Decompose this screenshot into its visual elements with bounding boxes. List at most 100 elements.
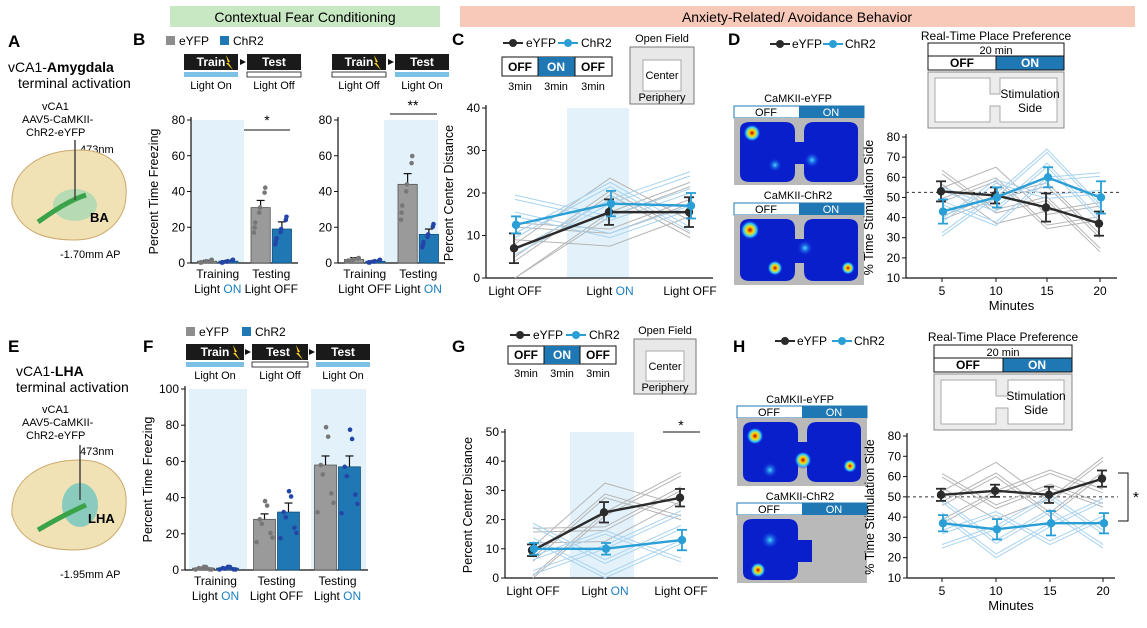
openfield-center (642, 59, 682, 92)
heatmap-hotspot (743, 124, 761, 142)
x-tick-label-light: Light (581, 584, 610, 598)
subject-trace (941, 175, 1101, 227)
a-virus-line1: vCA1 (42, 101, 69, 113)
e-virus-line2: AAV5-CaMKII- (22, 417, 94, 429)
series-line-eyfp (941, 190, 1101, 225)
data-point (398, 217, 404, 223)
x-tick-label: Light ON (586, 284, 633, 298)
train-label: Train (345, 55, 374, 69)
data-point (284, 214, 289, 220)
data-point-eyfp (599, 508, 609, 517)
x-tick-label-state: ON (343, 589, 361, 603)
arrow-icon (245, 349, 251, 355)
heatmap-title: CaMKII-eYFP (764, 93, 832, 105)
anxiety-header-band (460, 6, 1135, 27)
heatmap-hotspot (740, 220, 760, 240)
train-box (184, 54, 238, 70)
light-off-label: Light Off (338, 80, 380, 92)
data-point (349, 436, 355, 442)
heatmap-off: OFF (755, 107, 777, 119)
data-point-eyfp (509, 244, 519, 253)
x-tick-label-state: ON (424, 282, 442, 296)
protocol-b1: Train Test Light On Light Off (184, 54, 302, 92)
light-off-label: Light Off (259, 370, 301, 382)
light-on-shading (191, 120, 244, 263)
e-virus-line1: vCA1 (42, 404, 69, 416)
y-tick-label: 30 (486, 483, 500, 497)
train-label: Train (201, 345, 230, 359)
light-on-bar (395, 72, 449, 77)
data-point (281, 509, 287, 515)
chart-g: 0 10 20 30 40 50 Percent Center Distance Light … (461, 425, 718, 598)
x-tick-label-light: Light (314, 589, 343, 603)
data-point (320, 472, 326, 477)
y-tick-label: 0 (325, 256, 332, 270)
bar-chr2 (277, 511, 300, 571)
subject-trace (514, 215, 691, 247)
x-axis-label: Minutes (988, 598, 1034, 613)
x-tick-label: Light OFF (506, 584, 559, 598)
rtpp-side: Side (1018, 101, 1042, 115)
data-point (220, 565, 226, 571)
data-point (254, 539, 259, 545)
data-point-eyfp (1094, 219, 1104, 228)
x-tick-label-light: Light OFF (663, 284, 716, 298)
test-label: Test (331, 345, 355, 359)
data-point-chr2 (938, 519, 948, 528)
heatmap-hotspot (804, 152, 820, 168)
legend-swatch-eyfp (166, 36, 175, 45)
panel-letter-c: C (452, 30, 464, 49)
legend-dot-chr2 (564, 39, 572, 47)
bar-chr2 (338, 466, 361, 571)
data-point (225, 258, 230, 264)
x-tick-label-bottom: Light OFF (245, 282, 298, 296)
subject-trace (941, 501, 1104, 549)
rtpp-off: OFF (956, 358, 980, 372)
data-point (225, 564, 231, 570)
subject-trace (941, 497, 1104, 555)
x-tick-label-bottom: Light ON (395, 282, 442, 296)
subject-trace (514, 186, 691, 239)
legend-h-chr2: ChR2 (854, 334, 885, 348)
test-box (247, 54, 301, 70)
fear-header-band (170, 6, 440, 27)
y-tick-label: 20 (172, 220, 186, 234)
panel-letter-h: H (733, 337, 745, 356)
sig-b1: * (264, 112, 270, 128)
rtpp-stim: Stimulation (1006, 389, 1065, 403)
series-line-eyfp (941, 477, 1104, 497)
periphery-label: Periphery (641, 382, 689, 394)
heatmap-on: ON (823, 107, 840, 119)
openfield-protocol-c: OFF ON OFF 3min 3min 3min Open Field Cen… (501, 33, 695, 105)
subject-trace (941, 172, 1101, 223)
data-point-chr2 (1043, 173, 1053, 182)
x-tick-label-top: Training (196, 267, 239, 281)
heatmap-hotspot (794, 451, 812, 469)
test-box (395, 54, 449, 70)
y-tick-label: 80 (172, 113, 186, 127)
panel-letter-d: D (728, 30, 740, 49)
x-tick-label: Light OFF (488, 284, 541, 298)
bar-eyfp (253, 518, 276, 571)
y-tick-label: 60 (166, 454, 180, 468)
legend-d-eyfp: eYFP (792, 37, 822, 51)
data-point (252, 220, 258, 225)
test-label: Test (410, 55, 434, 69)
rtpp-h: Real-Time Place Preference 20 min OFF ON… (928, 330, 1078, 431)
x-tick-label-bottom: Light ON (194, 282, 241, 296)
x-tick-label-light: Light OFF (245, 282, 298, 296)
subject-trace (941, 456, 1104, 520)
heatmap-bar-on (799, 203, 864, 215)
panel-letter-b: B (133, 30, 145, 49)
subject-trace (941, 501, 1104, 559)
heatmap-title: CaMKII-ChR2 (766, 491, 834, 503)
data-point (251, 230, 257, 235)
y-tick-label: 20 (486, 513, 500, 527)
a-virus-line2: AAV5-CaMKII- (22, 114, 94, 126)
rtpp-title: Real-Time Place Preference (921, 29, 1072, 43)
legend-h: eYFP ChR2 (775, 334, 885, 348)
openfield-title: Open Field (638, 325, 692, 337)
data-point-eyfp (990, 486, 1000, 495)
data-point-chr2 (938, 207, 948, 216)
rtpp-duration: 20 min (986, 347, 1019, 359)
